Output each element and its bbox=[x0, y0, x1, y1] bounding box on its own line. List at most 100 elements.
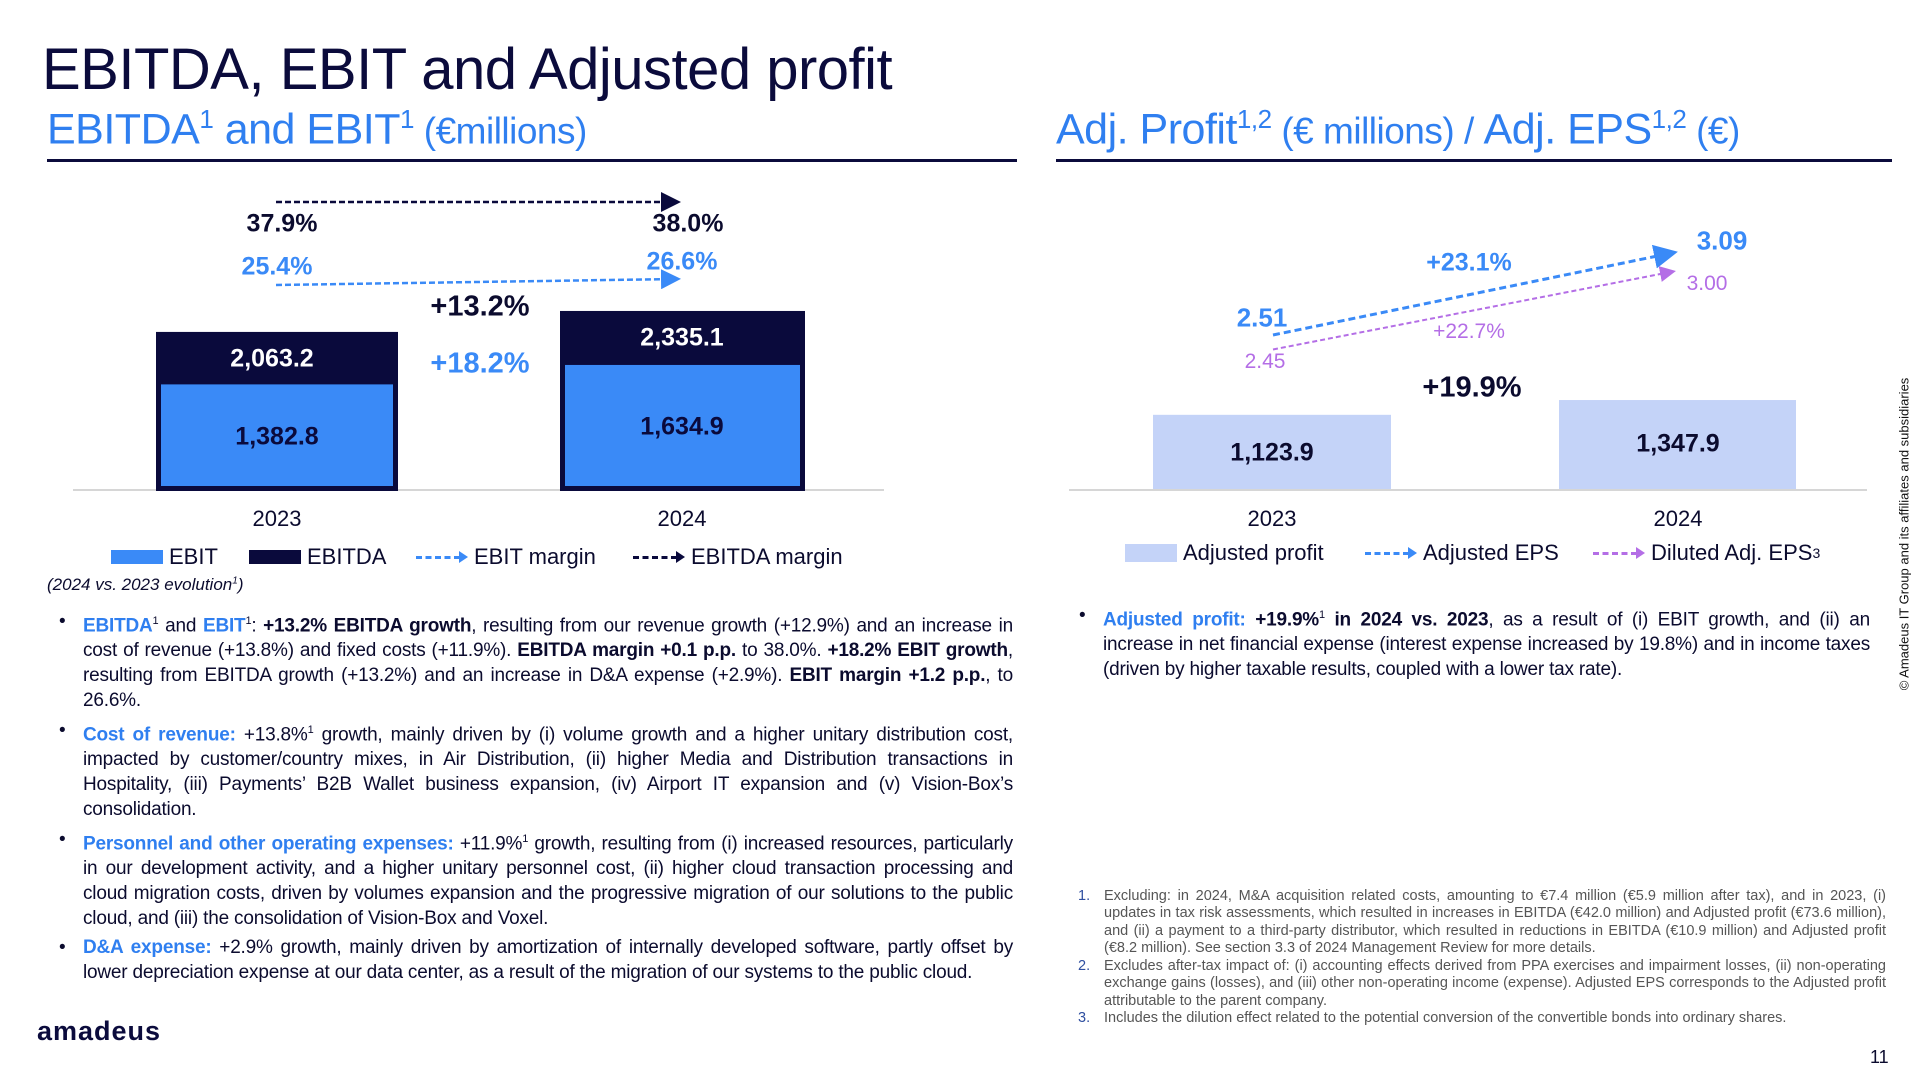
ebit-bar-2024 bbox=[565, 364, 800, 486]
page-number: 11 bbox=[1870, 1047, 1889, 1067]
bullet-text: +13.8% bbox=[235, 724, 308, 746]
ebitda-label-2024: 2,335.1 bbox=[640, 323, 724, 352]
footnote-ref: 1 bbox=[152, 615, 159, 627]
footnote-number: 1. bbox=[1078, 888, 1091, 904]
footnote-number: 3. bbox=[1078, 1010, 1091, 1026]
bullet-item: • Personnel and other operating expenses:… bbox=[59, 827, 1013, 931]
bullet-item: • Cost of revenue: +13.8%1 growth, mainly… bbox=[59, 718, 1013, 822]
legend-label: Diluted Adj. EPS bbox=[1651, 540, 1813, 565]
title-adj-profit: Adj. Profit bbox=[1056, 105, 1237, 154]
eps-label-2023: 2.51 bbox=[1236, 302, 1288, 333]
footnote-ref: 1,2 bbox=[1236, 104, 1272, 134]
footnote-ref: 1 bbox=[1319, 609, 1325, 621]
adjusted-profit-bar-2024 bbox=[1559, 400, 1796, 489]
ebit-growth: +18.2% bbox=[430, 347, 530, 380]
footnote: 1. Excluding: in 2024, M&A acquisition re… bbox=[1078, 888, 1886, 958]
title-unit: (€ millions) / bbox=[1271, 110, 1484, 152]
bullet-text: +2.9% growth, mainly driven by amortizat… bbox=[83, 937, 1014, 983]
bullet-heading: Cost of revenue: bbox=[83, 724, 236, 746]
bullet-text: to 38.0%. bbox=[735, 640, 828, 662]
adj-profit-growth: +19.9% bbox=[1422, 371, 1522, 404]
eps-growth: +23.1% bbox=[1426, 248, 1512, 277]
legend-ebit-margin: EBIT margin bbox=[416, 544, 596, 570]
footnote-ref: 1 bbox=[522, 833, 529, 845]
bullet-text: growth, resulting from (i) increased res… bbox=[83, 833, 1013, 930]
adjusted-profit-bar-2023 bbox=[1153, 414, 1391, 489]
bullet-text: in 2024 vs. 2023 bbox=[1324, 609, 1489, 631]
legend-label: Adjusted EPS bbox=[1423, 540, 1559, 565]
bullet-icon: • bbox=[59, 611, 66, 632]
footnote-text: Excluding: in 2024, M&A acquisition rela… bbox=[1104, 888, 1886, 957]
x-tick-2024: 2024 bbox=[1653, 506, 1703, 531]
ebitda-growth: +13.2% bbox=[430, 290, 530, 323]
dashed-arrow-icon bbox=[416, 551, 468, 563]
bullet-text: and bbox=[158, 615, 203, 637]
bullet-text: EBIT margin +1.2 p.p. bbox=[789, 665, 986, 687]
footnote-number: 2. bbox=[1078, 958, 1091, 974]
bullet-heading: Personnel and other operating expenses: bbox=[83, 833, 454, 855]
page-title: EBITDA, EBIT and Adjusted profit bbox=[42, 37, 893, 102]
bullet-heading: EBITDA bbox=[83, 615, 153, 637]
section-rule-right bbox=[1056, 159, 1892, 162]
legend-label: EBITDA bbox=[307, 544, 387, 569]
ebitda-margin-2023: 37.9% bbox=[246, 209, 318, 238]
legend-ebitda: EBITDA bbox=[249, 544, 386, 570]
footnote-ref: 1 bbox=[245, 615, 252, 627]
title-unit: (€) bbox=[1686, 110, 1740, 152]
bullet-icon: • bbox=[59, 829, 66, 850]
bullet-text: +19.9% bbox=[1245, 609, 1319, 631]
legend-adjusted-profit: Adjusted profit bbox=[1125, 540, 1324, 566]
ebit-margin-2024: 26.6% bbox=[646, 247, 718, 276]
legend-label: Adjusted profit bbox=[1183, 540, 1324, 565]
diluted-eps-growth: +22.7% bbox=[1433, 320, 1505, 343]
evolution-text: (2024 vs. 2023 evolution bbox=[47, 575, 233, 594]
footnote-ref: 1 bbox=[199, 104, 214, 134]
ebitda-label-2023: 2,063.2 bbox=[230, 344, 314, 373]
bullet-text: , resulting from our revenue growth (+12… bbox=[83, 615, 1013, 662]
evolution-close: ) bbox=[237, 575, 244, 594]
section-rule-left bbox=[47, 159, 1017, 162]
adj-profit-label-2023: 1,123.9 bbox=[1230, 438, 1314, 467]
left-section-title: EBITDA1 and EBIT1 (€millions) bbox=[47, 104, 587, 154]
dashed-arrow-icon bbox=[633, 551, 685, 563]
title-adj-eps: Adj. EPS bbox=[1483, 105, 1653, 154]
bullet-text: growth, mainly driven by (i) volume grow… bbox=[83, 724, 1013, 821]
footnote-ref: 3 bbox=[1812, 545, 1821, 561]
legend-label: EBITDA margin bbox=[691, 544, 843, 569]
footnote-text: Includes the dilution effect related to … bbox=[1104, 1010, 1787, 1026]
bullet-icon: • bbox=[59, 720, 66, 741]
dashed-arrow-icon bbox=[1593, 547, 1645, 559]
bullet-item: • EBITDA1 and EBIT1: +13.2% EBITDA growth… bbox=[59, 609, 1013, 713]
bullet-text: +13.2% EBITDA growth bbox=[263, 615, 472, 637]
chart-baseline bbox=[1069, 489, 1867, 491]
chart-baseline bbox=[73, 489, 884, 491]
footnote-ref: 1 bbox=[307, 724, 314, 736]
copyright-notice: © Amadeus IT Group and its affiliates an… bbox=[1896, 377, 1912, 691]
title-unit: (€millions) bbox=[413, 110, 588, 152]
footnote-ref: 1,2 bbox=[1651, 104, 1687, 134]
bullet-text: , as a result of (i) EBIT growth, and (i… bbox=[1103, 609, 1870, 681]
bullet-heading: D&A expense: bbox=[83, 937, 212, 958]
evolution-note: (2024 vs. 2023 evolution1) bbox=[47, 575, 243, 595]
bullet-item: • D&A expense: +2.9% growth, mainly drive… bbox=[59, 935, 1014, 985]
amadeus-logo: amadeus bbox=[37, 1016, 162, 1046]
eps-label-2024: 3.09 bbox=[1696, 225, 1748, 256]
ebit-label-2024: 1,634.9 bbox=[640, 412, 724, 441]
legend-label: EBIT margin bbox=[474, 544, 596, 569]
diluted-eps-label-2024: 3.00 bbox=[1686, 272, 1728, 295]
bullet-heading: Adjusted profit: bbox=[1103, 609, 1246, 631]
ebit-margin-arrow bbox=[275, 269, 681, 290]
right-section-title: Adj. Profit1,2 (€ millions) / Adj. EPS1,… bbox=[1056, 104, 1740, 154]
diluted-eps-label-2023: 2.45 bbox=[1244, 350, 1286, 373]
bullet-text: , to 26.6%. bbox=[83, 665, 1013, 712]
footnote-ref: 1 bbox=[232, 575, 238, 587]
ebit-bar-2023 bbox=[161, 384, 393, 486]
ebit-label-2023: 1,382.8 bbox=[235, 422, 319, 451]
bullet-item: • Adjusted profit: +19.9%1 in 2024 vs. 20… bbox=[1079, 603, 1870, 682]
title-ebit: and EBIT bbox=[213, 105, 401, 154]
ebitda-margin-2024: 38.0% bbox=[652, 209, 724, 238]
legend-ebitda-margin: EBITDA margin bbox=[633, 544, 843, 570]
bullet-icon: • bbox=[59, 937, 66, 958]
bullet-text: , resulting from EBITDA growth (+13.2%) … bbox=[83, 640, 1013, 687]
